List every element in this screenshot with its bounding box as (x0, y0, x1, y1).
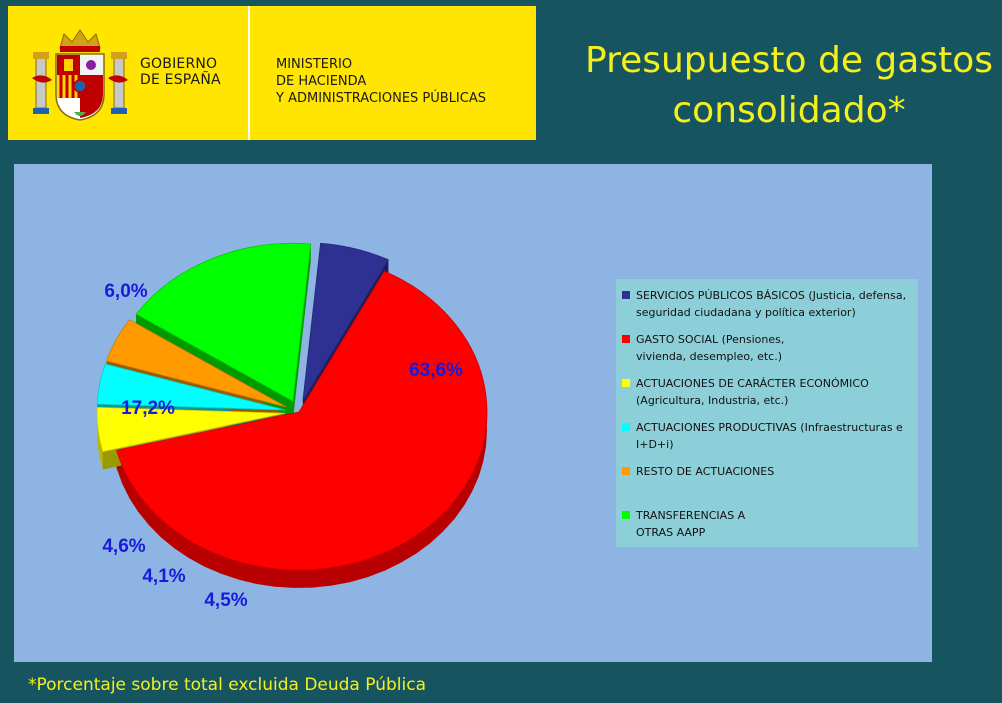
ministry-name: MINISTERIO DE HACIENDA Y ADMINISTRACIONE… (276, 56, 486, 107)
legend-item-0: GASTO SOCIAL (Pensiones, vivienda, desem… (622, 331, 922, 365)
pie-data-label-5: 6,0% (104, 281, 147, 302)
legend-label-0: GASTO SOCIAL (Pensiones, vivienda, desem… (636, 333, 785, 363)
legend-label-3: RESTO DE ACTUACIONES (636, 465, 775, 478)
government-name: GOBIERNO DE ESPAÑA (140, 56, 221, 88)
pie-data-label-2: 4,1% (142, 566, 185, 587)
legend-swatch-2 (622, 423, 630, 431)
legend-item-4: TRANSFERENCIAS A OTRAS AAPP (622, 507, 922, 541)
pie-slice-wall-4-1 (292, 243, 311, 420)
legend-label-4: TRANSFERENCIAS A OTRAS AAPP (636, 509, 746, 539)
ministry-line-2: DE HACIENDA (276, 74, 367, 89)
chart-panel: 63,6% 4,5% 4,1% 4,6% 17,2% 6,0% SERVICIOS PÚB… (14, 164, 932, 662)
pie-slice-4 (135, 242, 312, 402)
legend-item-2: ACTUACIONES PRODUCTIVAS (Infraestructura… (622, 419, 922, 453)
footnote: *Porcentaje sobre total excluida Deuda P… (28, 675, 426, 695)
legend-swatch-4 (622, 511, 630, 519)
legend-swatch-0 (622, 335, 630, 343)
header-divider (248, 6, 250, 140)
pie-data-label-4: 17,2% (121, 398, 175, 419)
legend-label-2: ACTUACIONES PRODUCTIVAS (Infraestructura… (636, 421, 903, 451)
pie-slice-1 (96, 406, 286, 453)
ministry-line-1: MINISTERIO (276, 57, 353, 72)
gov-line-2: DE ESPAÑA (140, 72, 221, 88)
legend-item-1: ACTUACIONES DE CARÁCTER ECONÓMICO (Agric… (622, 375, 922, 409)
pie-slice-3 (105, 319, 287, 408)
title-line-1: Presupuesto de gastos (585, 40, 993, 81)
legend-label-1: ACTUACIONES DE CARÁCTER ECONÓMICO (Agric… (636, 377, 869, 407)
pie-slice-2 (96, 363, 286, 411)
pie-chart: 63,6% 4,5% 4,1% 4,6% 17,2% 6,0% (96, 242, 488, 611)
spain-coat-of-arms-icon (32, 29, 128, 121)
pie-data-label-1: 4,5% (204, 590, 247, 611)
title-line-2: consolidado* (672, 90, 906, 131)
pie-slice-rim-1 (97, 407, 103, 470)
ministry-line-3: Y ADMINISTRACIONES PÚBLICAS (276, 91, 486, 106)
gov-line-1: GOBIERNO (140, 56, 218, 72)
legend-label-5: SERVICIOS PÚBLICOS BÁSICOS (Justicia, de… (636, 289, 907, 319)
legend-item-5: SERVICIOS PÚBLICOS BÁSICOS (Justicia, de… (622, 287, 922, 321)
page-title: Presupuesto de gastos consolidado* (574, 36, 1002, 136)
chart-legend: SERVICIOS PÚBLICOS BÁSICOS (Justicia, de… (616, 279, 918, 547)
pie-data-label-0: 63,6% (409, 360, 463, 381)
pie-data-label-3: 4,6% (102, 536, 145, 557)
header-banner: GOBIERNO DE ESPAÑA MINISTERIO DE HACIEND… (8, 6, 536, 140)
legend-swatch-1 (622, 379, 630, 387)
legend-swatch-5 (622, 291, 630, 299)
legend-item-3: RESTO DE ACTUACIONES (622, 463, 922, 480)
pie-slice-0 (116, 270, 488, 571)
pie-slice-5 (302, 242, 389, 401)
legend-swatch-3 (622, 467, 630, 475)
